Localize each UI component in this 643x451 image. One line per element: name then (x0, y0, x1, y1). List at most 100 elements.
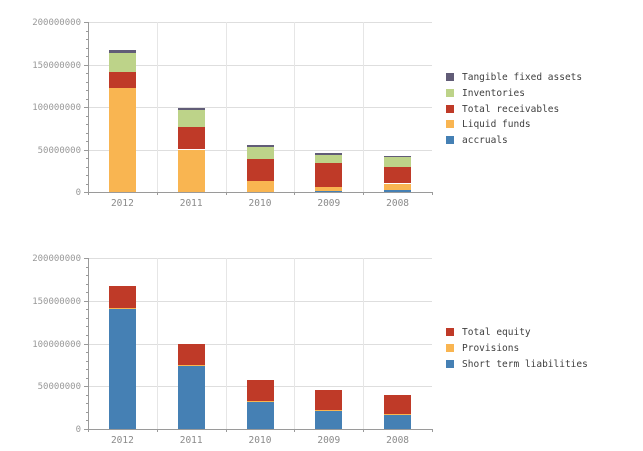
y-axis-minor-tick (86, 369, 88, 371)
bar-segment-tangible-fixed-assets (108, 50, 136, 53)
x-axis-tick (225, 192, 227, 195)
bar-segment-total-equity (384, 394, 412, 414)
y-axis-major-tick (84, 258, 88, 259)
y-axis-tick-label: 0 (75, 425, 81, 435)
bar-segment-accruals (384, 190, 412, 192)
bar-segment-tangible-fixed-assets (315, 152, 343, 155)
y-axis-minor-tick (86, 326, 88, 328)
y-axis-minor-tick (86, 283, 88, 285)
bar-segment-total-receivables (246, 158, 274, 181)
x-axis-tick (156, 429, 158, 432)
y-axis-tick-label: 100000000 (32, 339, 81, 350)
x-axis-label-2011: 2011 (179, 435, 203, 446)
y-axis-tick-label: 0 (75, 188, 81, 198)
y-axis-major-tick (84, 192, 88, 193)
y-axis-tick-label: 150000000 (32, 60, 81, 71)
bar-segment-liquid-funds (177, 149, 205, 192)
bar-segment-liquid-funds (108, 88, 136, 192)
x-axis-tick (432, 429, 433, 432)
y-axis-tick-label: 200000000 (32, 18, 81, 28)
y-axis-tick-label: 50000000 (37, 145, 81, 156)
bar-segment-inventories (108, 52, 136, 73)
bar-segment-total-equity (315, 389, 343, 411)
y-axis-minor-tick (86, 90, 88, 91)
y-axis-minor-tick (86, 132, 88, 134)
bar-segment-short-term-liabilities (384, 414, 412, 429)
y-axis-major-tick (84, 300, 88, 302)
bar-segment-short-term-liabilities (315, 411, 343, 429)
bar-segment-tangible-fixed-assets (246, 145, 274, 147)
vertical-gridline (363, 258, 365, 429)
y-axis-minor-tick (86, 309, 88, 311)
x-axis-label-2011: 2011 (179, 198, 203, 209)
bar-segment-provisions (384, 413, 412, 415)
legend-swatch-inventories (446, 88, 454, 97)
bar-segment-short-term-liabilities (177, 365, 205, 429)
legend-item-liquid-funds: Liquid funds (446, 119, 636, 131)
bar-segment-total-receivables (315, 163, 343, 187)
x-axis-tick (363, 192, 365, 195)
y-axis-minor-tick (86, 420, 88, 422)
horizontal-gridline (89, 22, 432, 23)
bar-segment-accruals (315, 191, 343, 192)
legend-swatch-provisions (446, 343, 454, 352)
y-axis-minor-tick (86, 360, 88, 362)
y-axis-minor-tick (86, 73, 88, 74)
x-axis-line (88, 429, 433, 430)
legend-item-total-receivables: Total receivables (446, 104, 636, 116)
y-axis-minor-tick (86, 275, 88, 277)
y-axis-major-tick (84, 64, 88, 66)
horizontal-gridline (89, 258, 432, 259)
bar-segment-liquid-funds (384, 183, 412, 191)
bar-segment-inventories (384, 157, 412, 168)
x-axis-label-2009: 2009 (317, 198, 341, 209)
horizontal-gridline (89, 107, 432, 108)
x-axis-label-2008: 2008 (386, 198, 410, 209)
vertical-gridline (225, 258, 227, 429)
y-axis-tick-label: 200000000 (32, 254, 81, 264)
y-axis-line (88, 258, 89, 430)
legend-swatch-total-equity (446, 328, 454, 336)
y-axis-major-tick (84, 22, 88, 23)
bar-segment-total-equity (246, 380, 274, 401)
bar-segment-provisions (315, 410, 343, 412)
bar-segment-short-term-liabilities (246, 401, 274, 429)
legend-item-accruals: accruals (446, 135, 636, 147)
bar-segment-total-receivables (108, 72, 136, 89)
x-axis-tick (363, 429, 365, 432)
x-axis-tick (156, 192, 158, 195)
y-axis-minor-tick (86, 411, 88, 413)
horizontal-gridline (89, 64, 432, 66)
y-axis-minor-tick (86, 394, 88, 396)
legend-item-total-equity: Total equity (446, 327, 636, 339)
legend-label-total-receivables: Total receivables (462, 103, 560, 115)
x-axis-tick (88, 192, 89, 195)
y-axis-tick-label: 50000000 (37, 382, 81, 393)
y-axis-minor-tick (86, 56, 88, 57)
x-axis-label-2008: 2008 (386, 435, 410, 446)
y-axis-minor-tick (86, 115, 88, 117)
y-axis-minor-tick (86, 98, 88, 100)
y-axis-major-tick (84, 149, 88, 151)
bar-segment-inventories (315, 154, 343, 164)
y-axis-minor-tick (86, 377, 88, 379)
bar-segment-total-equity (177, 343, 205, 365)
y-axis-minor-tick (86, 175, 88, 176)
bar-segment-inventories (177, 109, 205, 127)
y-axis-minor-tick (86, 352, 88, 354)
legend-label-short-term-liabilities: Short term liabilities (462, 358, 588, 370)
vertical-gridline (294, 258, 296, 429)
horizontal-gridline (89, 300, 432, 302)
y-axis-major-tick (84, 429, 88, 430)
y-axis-minor-tick (86, 81, 88, 83)
x-axis-tick (88, 429, 89, 432)
legend-label-total-equity: Total equity (462, 327, 531, 338)
y-axis-tick-label: 100000000 (32, 103, 81, 113)
legend-item-inventories: Inventories (446, 88, 636, 100)
y-axis-minor-tick (86, 183, 88, 185)
y-axis-line (88, 22, 89, 193)
bar-segment-inventories (246, 146, 274, 159)
y-axis-minor-tick (86, 124, 88, 125)
legend-item-tangible-fixed-assets: Tangible fixed assets (446, 72, 636, 84)
